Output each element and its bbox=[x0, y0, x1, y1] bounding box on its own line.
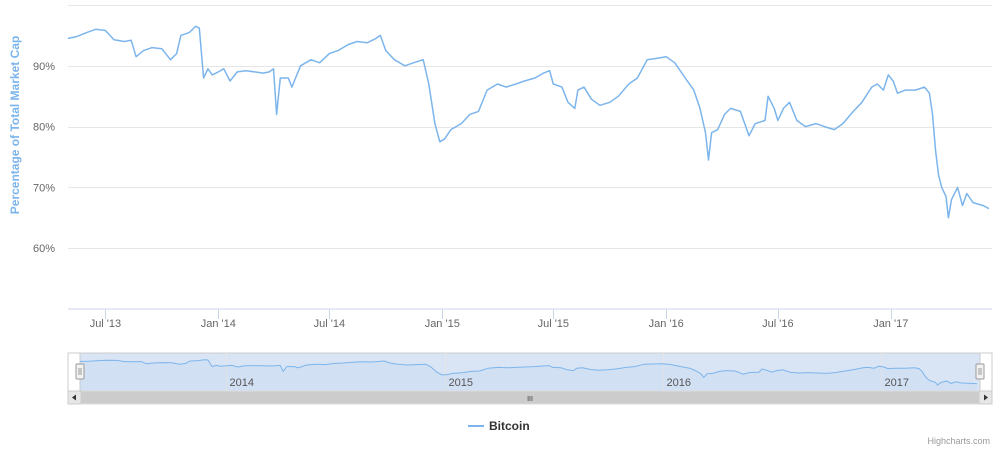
navigator-year-labels: 2014 2015 2016 2017 bbox=[230, 377, 909, 389]
y-axis-labels: 60% 70% 80% 90% bbox=[33, 61, 55, 255]
x-tick-label: Jul '14 bbox=[314, 318, 345, 330]
navigator: 2014 2015 2016 2017 bbox=[67, 352, 993, 392]
navigator-year-ticks bbox=[226, 353, 882, 391]
x-tick-label: Jul '13 bbox=[90, 318, 121, 330]
navigator-year-label: 2016 bbox=[667, 377, 691, 389]
y-tick-label: 80% bbox=[33, 122, 55, 134]
x-axis-ticks bbox=[105, 309, 892, 319]
x-tick-label: Jan '14 bbox=[201, 318, 236, 330]
x-tick-label: Jan '16 bbox=[649, 318, 684, 330]
navigator-area bbox=[80, 359, 977, 391]
navigator-year-label: 2017 bbox=[885, 377, 909, 389]
navigator-line bbox=[79, 359, 978, 386]
credits-link[interactable]: Highcharts.com bbox=[927, 436, 990, 446]
x-axis-labels: Jul '13 Jan '14 Jul '14 Jan '15 Jul '15 Jan '… bbox=[90, 318, 909, 330]
y-tick-label: 70% bbox=[33, 182, 55, 194]
y-tick-label: 60% bbox=[33, 243, 55, 255]
x-tick-label: Jul '16 bbox=[762, 318, 793, 330]
scroll-left-button[interactable] bbox=[67, 390, 82, 405]
navigator-year-label: 2015 bbox=[449, 377, 473, 389]
x-tick-label: Jan '15 bbox=[425, 318, 460, 330]
scroll-right-arrow-icon bbox=[984, 394, 988, 401]
legend-line-symbol bbox=[468, 425, 484, 427]
scrollbar-grip: III bbox=[527, 396, 533, 403]
y-axis-title: Percentage of Total Market Cap bbox=[8, 36, 22, 215]
scrollbar[interactable]: III bbox=[67, 390, 993, 405]
scroll-right-button[interactable] bbox=[978, 390, 993, 405]
legend-label: Bitcoin bbox=[489, 419, 530, 433]
x-tick-label: Jan '17 bbox=[873, 318, 908, 330]
x-tick-label: Jul '15 bbox=[538, 318, 569, 330]
legend-item-bitcoin[interactable]: Bitcoin bbox=[468, 417, 530, 435]
series-line-bitcoin[interactable] bbox=[67, 25, 990, 219]
y-gridlines bbox=[68, 5, 992, 249]
navigator-left-handle[interactable] bbox=[75, 363, 85, 380]
navigator-year-label: 2014 bbox=[230, 377, 254, 389]
y-tick-label: 90% bbox=[33, 61, 55, 73]
scroll-left-arrow-icon bbox=[72, 394, 76, 401]
navigator-right-handle[interactable] bbox=[975, 363, 985, 380]
